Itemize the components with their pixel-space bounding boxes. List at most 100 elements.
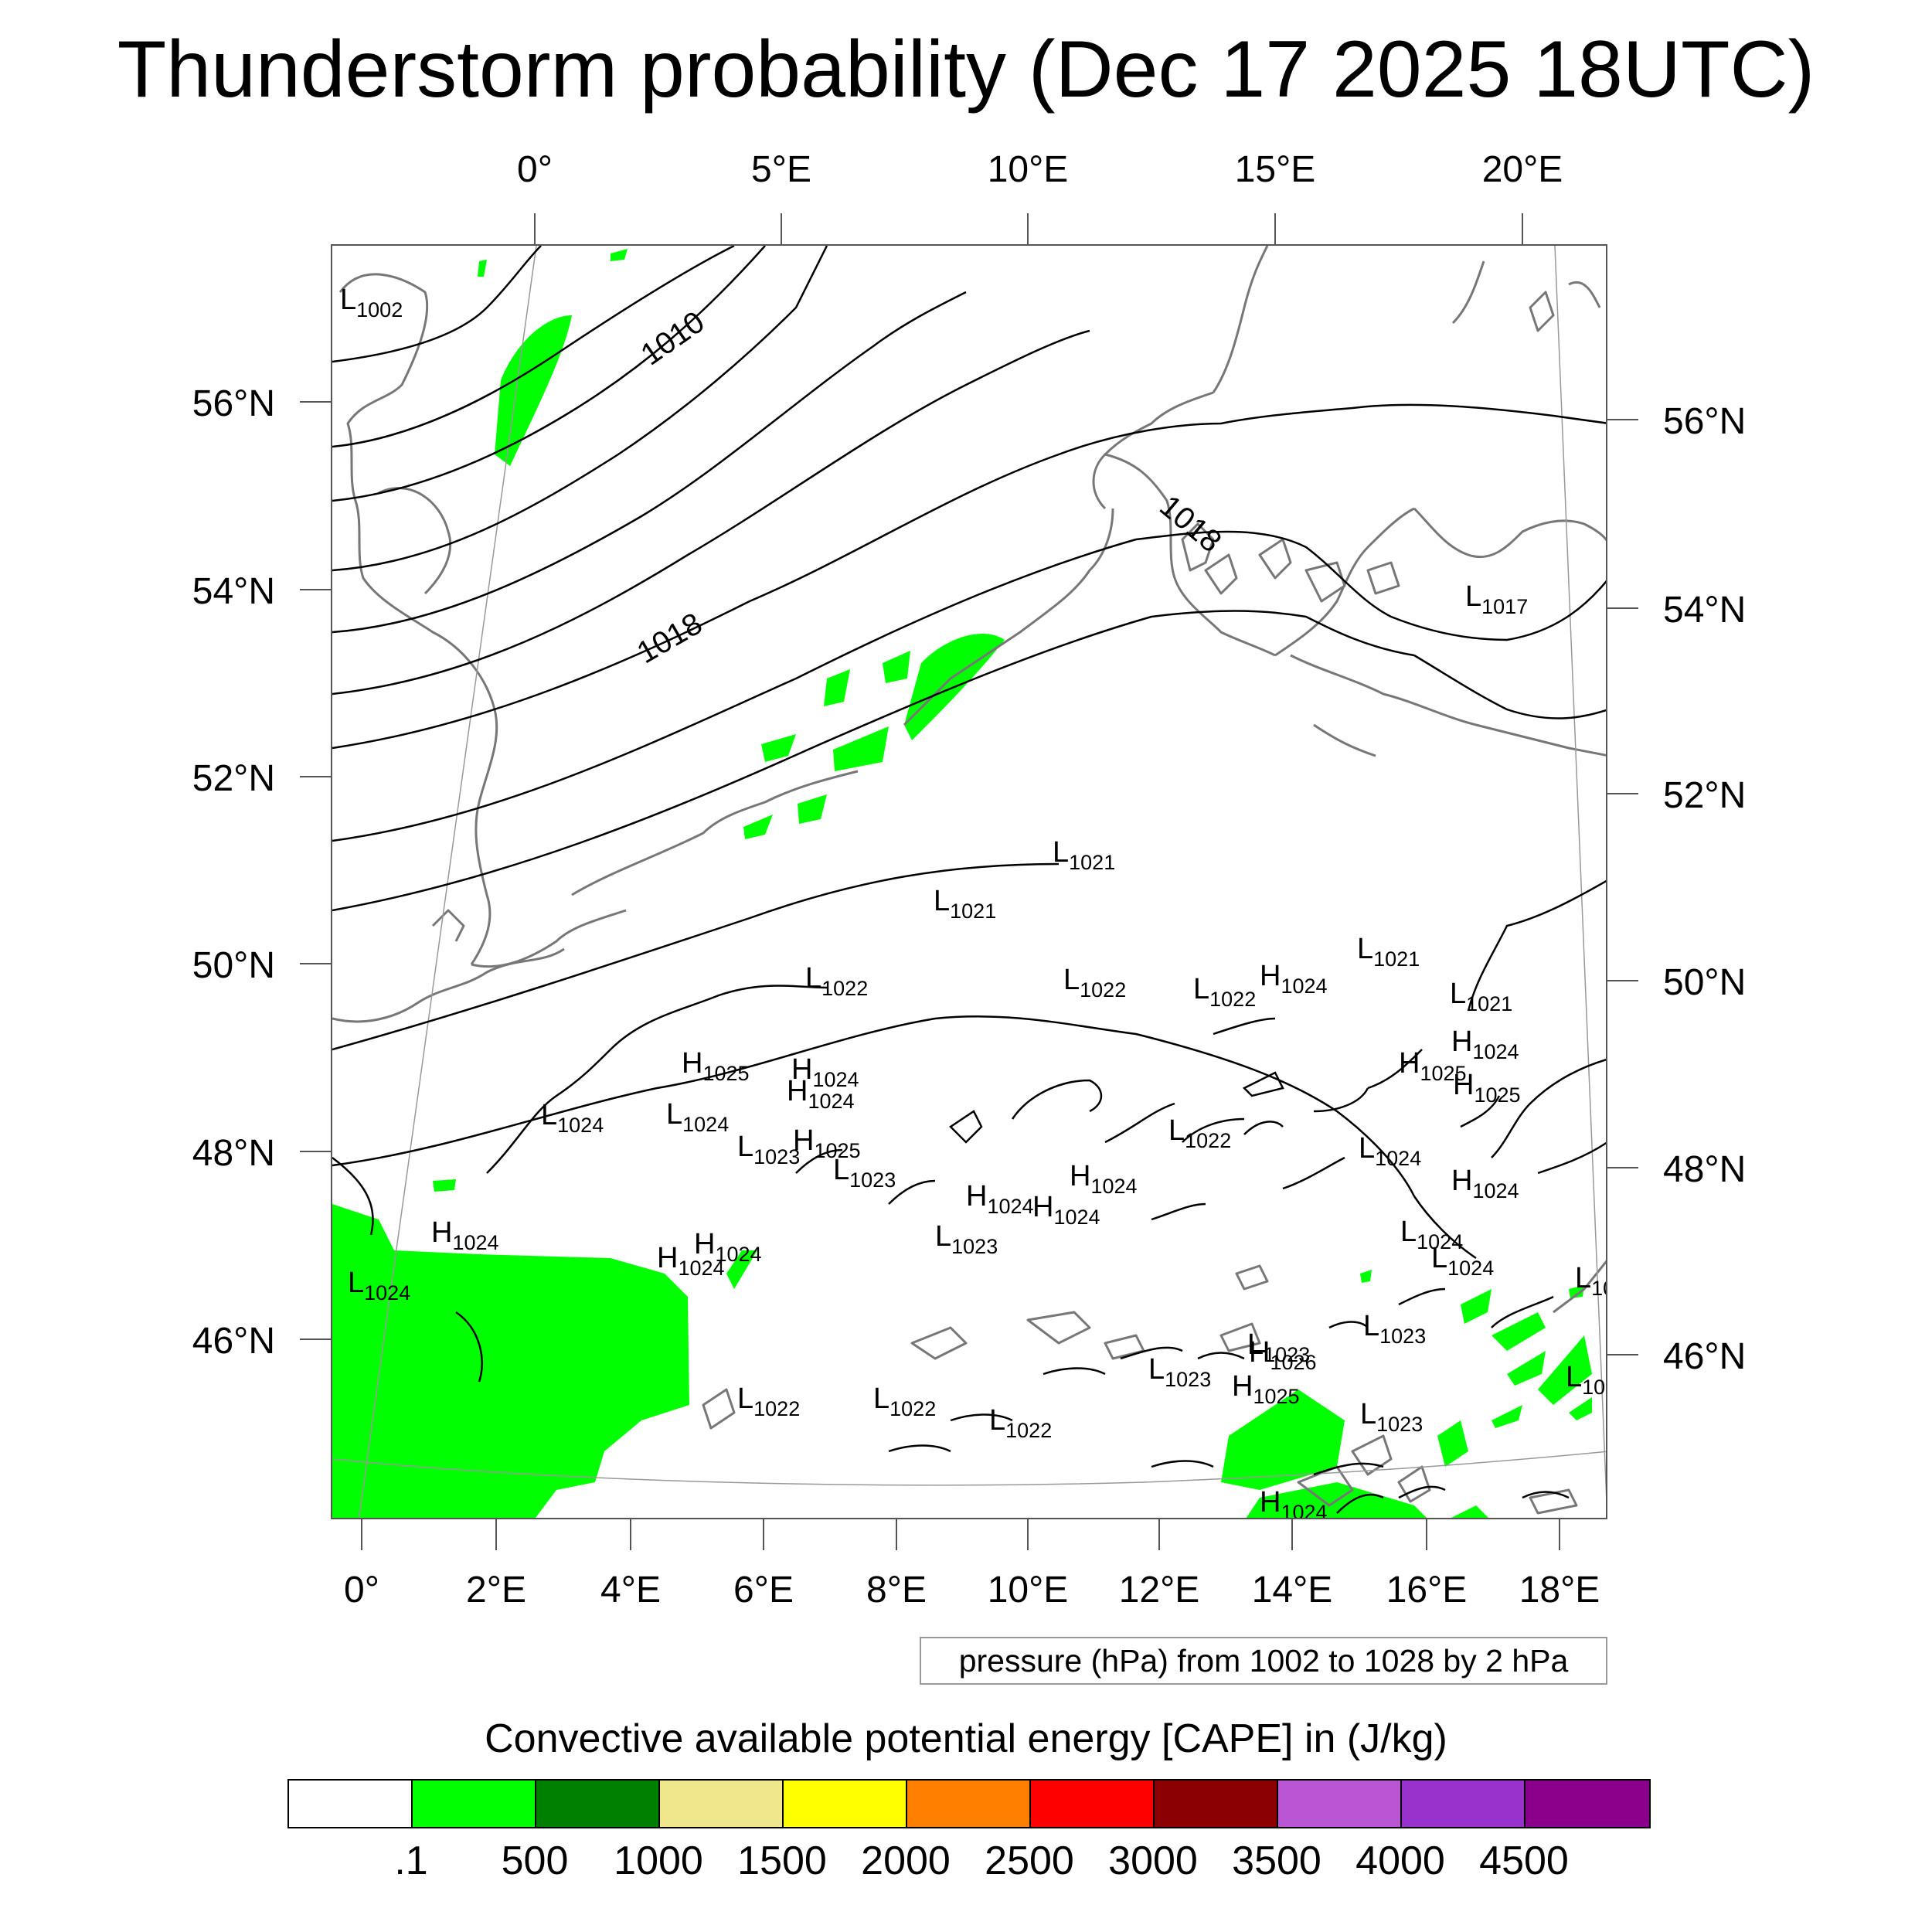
low-pressure-center: L1002: [340, 284, 403, 325]
pressure-center-value: 1023: [951, 1235, 998, 1258]
low-pressure-center: L1022: [737, 1383, 800, 1424]
top-lon-label: 5°E: [751, 149, 811, 190]
pressure-center-value: 1024: [1053, 1206, 1100, 1229]
right-lat-label: 56°N: [1663, 401, 1747, 442]
high-pressure-center: H1024: [1451, 1026, 1519, 1067]
high-pressure-center: H1024: [657, 1243, 725, 1284]
pressure-center-value: 1024: [1472, 1179, 1519, 1202]
pressure-center-letter: L: [737, 1383, 754, 1415]
bottom-lon-label: 12°E: [1118, 1570, 1200, 1611]
low-pressure-center: L1024: [1431, 1243, 1494, 1284]
bottom-lon-label: 8°E: [866, 1570, 927, 1611]
low-pressure-center: L1023: [1247, 1329, 1310, 1370]
pressure-center-value: 1021: [1466, 992, 1513, 1015]
low-pressure-center: L1023: [737, 1131, 800, 1172]
left-lat-label: 52°N: [192, 758, 275, 799]
colorbar-swatch: [413, 1781, 536, 1827]
pressure-center-value: 1024: [1591, 1277, 1606, 1300]
colorbar-swatch: [784, 1781, 907, 1827]
pressure-center-letter: L: [833, 1154, 850, 1186]
pressure-center-value: 1025: [1474, 1083, 1521, 1107]
low-pressure-center: L1022: [1168, 1115, 1231, 1156]
pressure-center-letter: H: [1032, 1191, 1054, 1223]
high-pressure-center: H1025: [793, 1125, 861, 1166]
pressure-center-letter: L: [873, 1383, 890, 1415]
colorbar-swatch: [1402, 1781, 1526, 1827]
pressure-center-letter: L: [805, 962, 822, 995]
pressure-center-letter: H: [1260, 960, 1281, 992]
colorbar-swatch: [536, 1781, 660, 1827]
low-pressure-center: L1021: [934, 886, 996, 927]
pressure-center-value: 1024: [682, 1113, 730, 1136]
colorbar-tick-label: 2500: [985, 1838, 1074, 1883]
bottom-lon-label: 18°E: [1519, 1570, 1600, 1611]
low-pressure-center: L1022: [1193, 974, 1256, 1015]
low-pressure-center: L1024: [541, 1100, 604, 1141]
top-lon-label: 10°E: [987, 149, 1069, 190]
colorbar-swatch: [289, 1781, 413, 1827]
left-lat-label: 54°N: [192, 571, 275, 612]
high-pressure-center: H1024: [787, 1076, 855, 1117]
colorbar-swatch: [1526, 1781, 1649, 1827]
pressure-center-value: 1024: [715, 1243, 762, 1266]
right-lat-label: 52°N: [1663, 775, 1747, 816]
pressure-center-letter: H: [966, 1180, 988, 1213]
pressure-center-letter: L: [1359, 1132, 1376, 1165]
pressure-center-letter: H: [1451, 1026, 1473, 1058]
pressure-center-value: 1024: [812, 1068, 859, 1091]
low-pressure-center: L1022: [873, 1383, 936, 1424]
pressure-center-value: 1024: [1472, 1040, 1519, 1063]
low-pressure-center: L1022: [1063, 964, 1126, 1005]
pressure-center-value: 1022: [753, 1397, 801, 1420]
pressure-center-value: 1023: [849, 1168, 896, 1192]
low-pressure-center: L1023: [833, 1155, 896, 1196]
pressure-center-value: 1017: [1481, 595, 1529, 618]
pressure-center-value: 1024: [1417, 1230, 1464, 1253]
pressure-center-letter: L: [1357, 933, 1374, 965]
pressure-center-letter: L: [989, 1404, 1006, 1437]
pressure-center-letter: H: [682, 1047, 703, 1080]
right-lat-label: 50°N: [1663, 962, 1747, 1003]
pressure-center-letter: H: [694, 1228, 716, 1260]
pressure-center-value: 1024: [364, 1281, 411, 1304]
pressure-center-value: 1002: [356, 298, 403, 321]
low-pressure-center: L1021: [1053, 837, 1115, 878]
pressure-center-value: 1024: [808, 1090, 855, 1113]
pressure-center-letter: L: [1400, 1216, 1417, 1248]
colorbar-swatch: [660, 1781, 784, 1827]
top-lon-label: 20°E: [1481, 149, 1563, 190]
low-pressure-center: L1017: [1465, 581, 1528, 622]
low-pressure-center: L1024: [1359, 1133, 1421, 1174]
map-panel[interactable]: 1010 1018 1018 L1002 L1017 L1021 L1021 L1022…: [331, 244, 1607, 1519]
pressure-center-value: 1023: [753, 1145, 801, 1168]
pressure-center-letter: H: [793, 1124, 815, 1157]
low-pressure-center: L1021: [1357, 934, 1420, 975]
pressure-center-value: 1023: [1379, 1325, 1427, 1348]
pressure-center-letter: L: [1465, 580, 1482, 613]
low-pressure-center: L1023: [1148, 1354, 1211, 1395]
pressure-center-value: 1022: [1080, 978, 1127, 1002]
left-lat-label: 48°N: [192, 1133, 275, 1174]
pressure-center-value: 1022: [1005, 1419, 1053, 1442]
pressure-center-letter: L: [1168, 1114, 1185, 1147]
colorbar-swatch: [1278, 1781, 1402, 1827]
colorbar-tick-label: .1: [394, 1838, 428, 1883]
pressure-center-value: 1022: [1209, 988, 1257, 1011]
low-pressure-center: L1022: [805, 963, 868, 1004]
low-pressure-center: L1024: [1400, 1216, 1463, 1257]
high-pressure-center: H1026: [1249, 1337, 1317, 1378]
pressure-center-value: 1021: [1373, 947, 1420, 971]
colorbar-tick-label: 3000: [1108, 1838, 1198, 1883]
pressure-center-letter: H: [1249, 1336, 1270, 1369]
colorbar-tick-label: 1500: [737, 1838, 827, 1883]
pressure-center-letter: L: [1193, 973, 1210, 1005]
pressure-center-letter: L: [1148, 1353, 1165, 1386]
high-pressure-center: H1025: [682, 1048, 750, 1089]
pressure-center-value: 1025: [702, 1062, 750, 1085]
pressure-center-letter: H: [1453, 1069, 1475, 1101]
colorbar-title: Convective available potential energy [C…: [485, 1716, 1447, 1761]
colorbar-tick-label: 1000: [614, 1838, 703, 1883]
bottom-lon-label: 10°E: [987, 1570, 1069, 1611]
high-pressure-center: H1025: [1232, 1371, 1300, 1412]
pressure-center-value: 1026: [1270, 1351, 1317, 1374]
